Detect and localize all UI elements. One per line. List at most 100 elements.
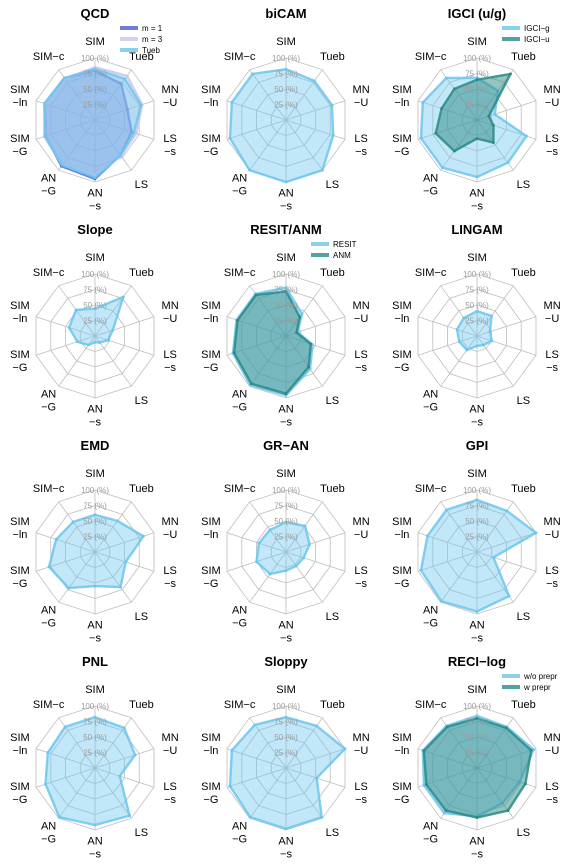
tick-label: 100 (%) xyxy=(272,54,300,63)
grid-spoke xyxy=(417,316,478,337)
data-point xyxy=(309,342,313,346)
axis-label: AN −s xyxy=(469,188,484,213)
axis-label: LS −s xyxy=(545,781,558,806)
grid-spoke xyxy=(94,119,132,171)
grid-spoke xyxy=(285,748,346,769)
axis-label: SIM−c xyxy=(33,483,65,495)
axis-label: MN −U xyxy=(353,516,370,541)
chart-title: Slope xyxy=(77,222,112,237)
data-point xyxy=(284,67,288,71)
legend-label: w/o prepr xyxy=(523,672,558,681)
data-point xyxy=(475,816,479,819)
data-point xyxy=(123,77,127,81)
axis-label: LS xyxy=(326,395,339,407)
data-point xyxy=(315,776,319,780)
data-point xyxy=(453,87,456,91)
data-point xyxy=(93,513,97,517)
tick-label: 100 (%) xyxy=(463,702,491,711)
grid-spoke xyxy=(94,316,155,337)
axis-label: LS −s xyxy=(354,349,367,374)
radar-panel-11: RECI−log 25 (%) 50 (%) 75 (%) 100 (%) SIM Tueb… xyxy=(392,654,561,861)
data-point xyxy=(253,723,257,727)
axis-label: SIM −ln xyxy=(10,732,30,757)
data-point xyxy=(421,101,425,104)
radar-panel-9: PNL 25 (%) 50 (%) 75 (%) 100 (%) SIM Tueb MN −U L… xyxy=(10,654,179,861)
tick-label: 25 (%) xyxy=(83,101,107,110)
axis-label: SIM xyxy=(276,468,296,480)
tick-label: 25 (%) xyxy=(465,317,489,326)
axis-label: SIM xyxy=(85,684,105,696)
axis-label: Tueb xyxy=(320,51,345,63)
data-point xyxy=(509,72,512,76)
axis-label: Tueb xyxy=(320,699,345,711)
legend-label: ANM xyxy=(333,251,351,260)
axis-label: LS −s xyxy=(163,565,176,590)
data-point xyxy=(465,348,469,352)
chart-title: RECI−log xyxy=(448,654,506,669)
axis-label: LS xyxy=(135,395,148,407)
data-point xyxy=(490,314,493,318)
data-point xyxy=(257,541,261,545)
axis-label: SIM xyxy=(85,252,105,264)
data-point xyxy=(126,108,129,111)
data-point xyxy=(313,79,316,83)
axis-label: LS xyxy=(326,611,339,623)
tick-label: 100 (%) xyxy=(272,702,300,711)
axis-label: SIM −ln xyxy=(392,732,412,757)
axis-label: MN −U xyxy=(162,732,179,757)
grid-spoke xyxy=(249,69,287,121)
grid-spoke xyxy=(285,551,323,603)
axis-label: SIM xyxy=(276,36,296,48)
tick-label: 75 (%) xyxy=(83,286,107,295)
axis-label: AN −s xyxy=(87,188,102,213)
radar-panel-1: biCAM 25 (%) 50 (%) 75 (%) 100 (%) SIM Tueb MN −… xyxy=(201,6,370,213)
data-point xyxy=(302,556,306,560)
axis-label: SIM−c xyxy=(415,51,447,63)
grid-spoke xyxy=(226,532,287,553)
axis-label: MN −U xyxy=(162,516,179,541)
data-point xyxy=(142,534,145,538)
grid-spoke xyxy=(285,551,346,572)
data-point xyxy=(442,811,446,815)
tick-label: 50 (%) xyxy=(83,517,107,526)
tick-label: 100 (%) xyxy=(463,54,491,63)
data-point xyxy=(122,295,125,299)
tick-label: 75 (%) xyxy=(83,718,107,727)
axis-label: AN −s xyxy=(87,620,102,645)
tick-label: 75 (%) xyxy=(274,718,298,727)
data-point xyxy=(475,78,479,82)
data-point xyxy=(444,809,448,812)
data-point xyxy=(475,175,479,179)
tick-label: 25 (%) xyxy=(83,533,107,542)
axis-label: SIM −ln xyxy=(201,300,221,325)
axis-label: LS xyxy=(517,827,530,839)
axis-label: SIM −ln xyxy=(201,732,221,757)
data-point xyxy=(492,141,495,145)
data-point xyxy=(445,76,448,80)
axis-label: SIM xyxy=(276,252,296,264)
data-point xyxy=(524,782,527,786)
data-point xyxy=(67,586,71,590)
data-point xyxy=(74,308,78,312)
axis-label: LS xyxy=(517,179,530,191)
data-point xyxy=(534,531,538,535)
data-point xyxy=(303,524,307,528)
legend-label: Tueb xyxy=(142,46,160,55)
tick-label: 75 (%) xyxy=(274,502,298,511)
axis-label: LS −s xyxy=(354,781,367,806)
data-point xyxy=(63,76,66,80)
data-point xyxy=(46,751,50,755)
data-point xyxy=(133,753,137,757)
legend-label: IGCI−u xyxy=(524,35,550,44)
data-point xyxy=(475,714,479,718)
tick-label: 100 (%) xyxy=(81,486,109,495)
data-point xyxy=(254,293,258,297)
data-point xyxy=(529,749,533,752)
data-point xyxy=(139,103,143,107)
data-point xyxy=(532,748,535,751)
data-point xyxy=(455,328,459,331)
data-point xyxy=(462,316,466,320)
axis-label: MN −U xyxy=(544,516,561,541)
data-point xyxy=(268,572,272,576)
data-point xyxy=(475,610,479,613)
